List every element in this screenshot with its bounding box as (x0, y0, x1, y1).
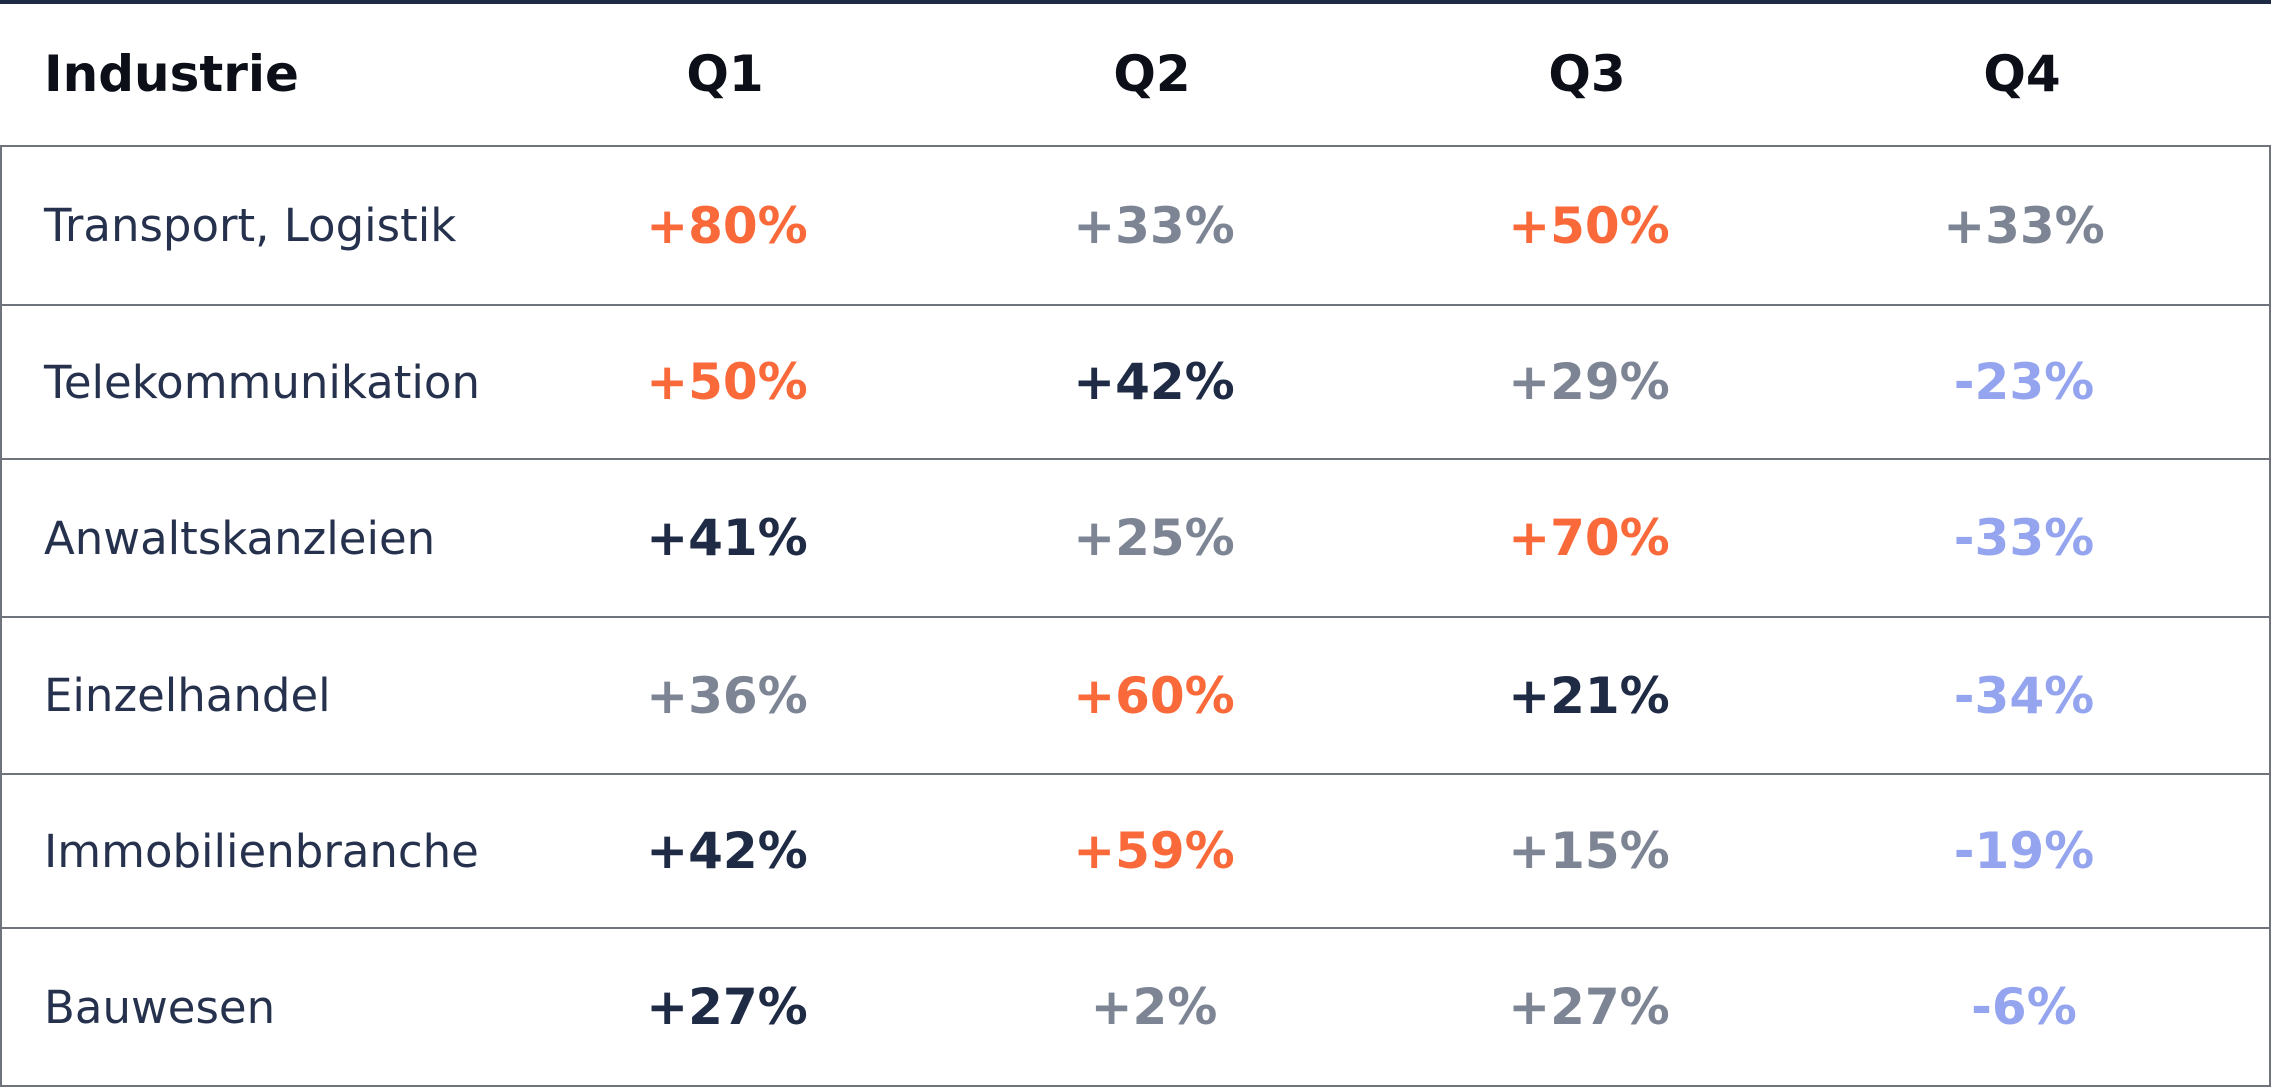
header-q1: Q1 (686, 45, 764, 103)
value-cell: +80% (646, 196, 808, 255)
header-industrie: Industrie (44, 45, 299, 103)
table-row: Immobilienbranche +42% +59% +15% -19% (0, 775, 2271, 929)
value-cell: +70% (1508, 509, 1670, 567)
value-cell: +15% (1508, 822, 1670, 880)
header-q2: Q2 (1113, 45, 1191, 103)
industry-label: Immobilienbranche (44, 824, 479, 878)
value-cell: +41% (646, 509, 808, 567)
value-cell: +27% (646, 978, 808, 1036)
value-cell: +2% (1090, 978, 1218, 1036)
value-cell: +33% (1073, 196, 1235, 255)
value-cell: +59% (1073, 822, 1235, 880)
table-row: Bauwesen +27% +2% +27% -6% (0, 929, 2271, 1087)
table-header-row: Industrie Q1 Q2 Q3 Q4 (0, 4, 2271, 147)
value-cell: +33% (1943, 196, 2105, 255)
value-cell: +60% (1073, 666, 1235, 725)
value-cell: +25% (1073, 509, 1235, 567)
value-cell: +42% (646, 822, 808, 880)
table-row: Einzelhandel +36% +60% +21% -34% (0, 618, 2271, 775)
industry-label: Bauwesen (44, 980, 276, 1034)
value-cell: +50% (646, 353, 808, 411)
value-cell: -6% (1971, 978, 2077, 1036)
value-cell: +36% (646, 666, 808, 725)
top-rule (0, 0, 2271, 4)
industry-label: Anwaltskanzleien (44, 511, 436, 565)
table-row: Anwaltskanzleien +41% +25% +70% -33% (0, 460, 2271, 618)
table-row: Transport, Logistik +80% +33% +50% +33% (0, 147, 2271, 306)
value-cell: +27% (1508, 978, 1670, 1036)
value-cell: +21% (1508, 666, 1670, 725)
value-cell: +42% (1073, 353, 1235, 411)
header-q4: Q4 (1983, 45, 2061, 103)
value-cell: -19% (1953, 822, 2095, 880)
value-cell: -34% (1953, 666, 2095, 725)
value-cell: -23% (1953, 353, 2095, 411)
header-q3: Q3 (1548, 45, 1626, 103)
value-cell: -33% (1953, 509, 2095, 567)
industry-label: Einzelhandel (44, 669, 331, 722)
table-row: Telekommunikation +50% +42% +29% -23% (0, 306, 2271, 460)
value-cell: +50% (1508, 196, 1670, 255)
growth-table: Industrie Q1 Q2 Q3 Q4 Transport, Logisti… (0, 4, 2271, 1087)
industry-label: Transport, Logistik (44, 199, 457, 252)
industry-label: Telekommunikation (44, 355, 480, 409)
value-cell: +29% (1508, 353, 1670, 411)
